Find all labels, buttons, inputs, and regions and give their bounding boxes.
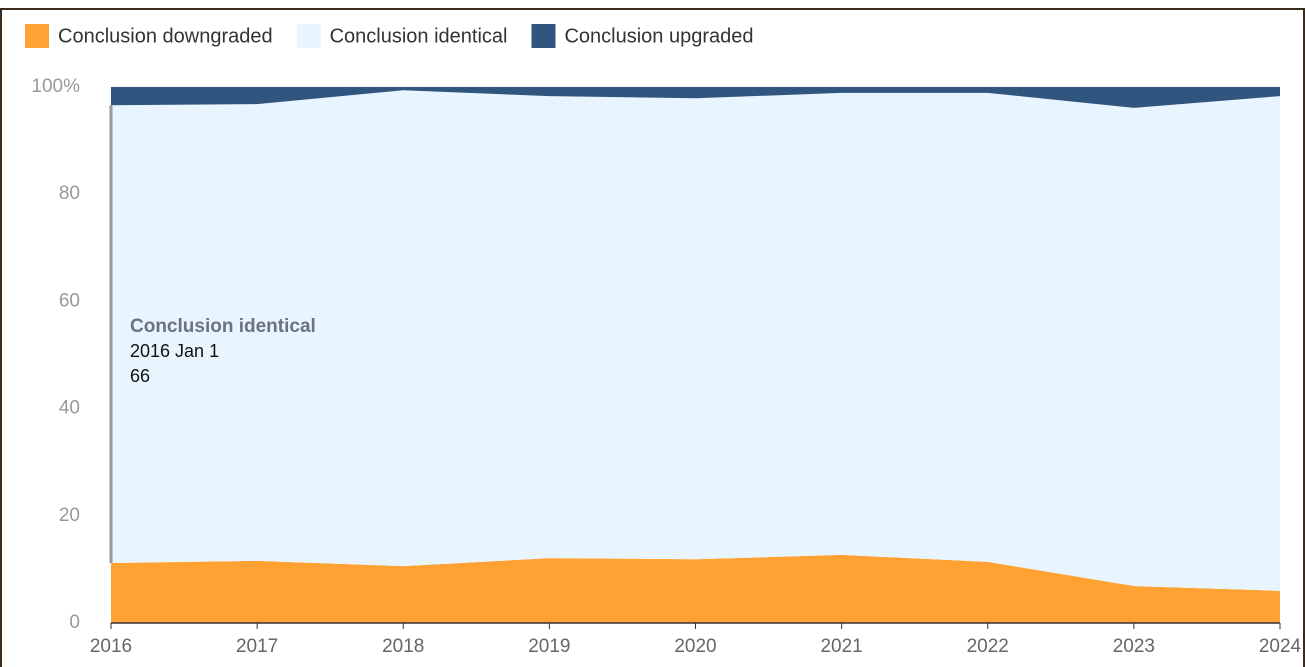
area — [111, 87, 1280, 108]
legend-swatch — [531, 24, 556, 48]
x-tick-label: 2019 — [528, 636, 570, 657]
area — [111, 554, 1280, 623]
y-tick-label: 40 — [59, 398, 80, 419]
tooltip-date: 2016 Jan 1 — [130, 341, 219, 361]
legend-label: Conclusion identical — [330, 25, 508, 47]
x-tick-label: 2023 — [1113, 636, 1155, 657]
x-tick-label: 2017 — [236, 636, 278, 657]
legend-label: Conclusion upgraded — [564, 25, 753, 47]
y-tick-label: 80 — [59, 183, 80, 204]
x-tick-label: 2016 — [90, 636, 132, 657]
x-tick-label: 2020 — [674, 636, 716, 657]
area — [111, 90, 1280, 591]
y-tick-label: 0 — [69, 612, 80, 633]
frame — [0, 8, 1305, 667]
y-tick-label: 60 — [59, 290, 80, 311]
tooltip-value: 66 — [130, 366, 150, 386]
legend-swatch — [296, 24, 321, 48]
y-tick-label: 20 — [59, 505, 80, 526]
tooltip-series: Conclusion identical — [130, 316, 316, 337]
x-tick-label: 2018 — [382, 636, 424, 657]
y-tick-label: 100% — [31, 76, 80, 97]
legend-label: Conclusion downgraded — [58, 25, 273, 47]
x-tick-label: 2024 — [1259, 636, 1302, 657]
x-tick-label: 2021 — [820, 636, 862, 657]
x-tick-label: 2022 — [967, 636, 1009, 657]
legend-swatch — [25, 24, 49, 48]
